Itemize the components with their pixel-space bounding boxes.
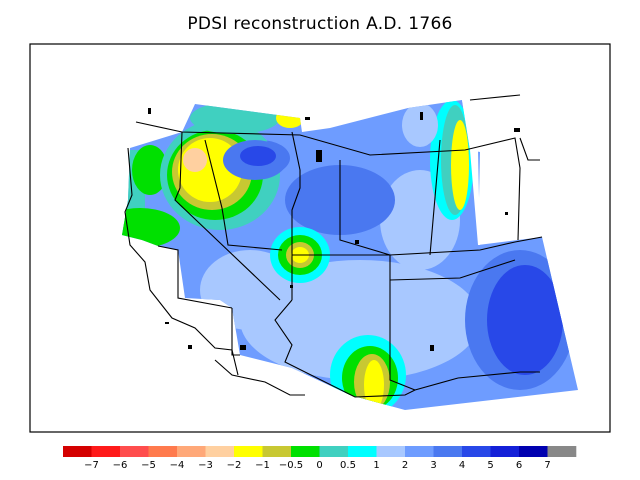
legend-swatch	[462, 446, 491, 457]
legend-label: 6	[516, 460, 522, 471]
legend-swatch	[177, 446, 206, 457]
legend-swatch	[433, 446, 463, 457]
legend-label: −1	[255, 460, 270, 471]
legend-swatch	[348, 446, 377, 457]
legend-labels: −7 −6 −5 −4 −3 −2 −1 −0.5 0 0.5 1 2 3 4 5 6 7	[84, 460, 551, 471]
legend-swatch	[148, 446, 178, 457]
state-boundaries	[124, 94, 543, 398]
legend-label: −3	[198, 460, 213, 471]
legend-swatch	[547, 446, 577, 457]
legend-label: −4	[170, 460, 185, 471]
legend-label: −6	[113, 460, 128, 471]
map-title: PDSI reconstruction A.D. 1766	[187, 14, 453, 34]
legend-label: 7	[544, 460, 550, 471]
legend-swatch	[319, 446, 349, 457]
legend-swatch	[120, 446, 149, 457]
legend-label: −7	[84, 460, 99, 471]
legend-swatch	[490, 446, 520, 457]
legend-swatch	[519, 446, 548, 457]
legend-label: 0.5	[340, 460, 356, 471]
legend-swatch	[291, 446, 320, 457]
legend-swatch	[91, 446, 121, 457]
legend-swatch	[63, 446, 92, 457]
map-frame	[29, 43, 611, 433]
legend-label: 3	[430, 460, 436, 471]
legend-swatch	[205, 446, 235, 457]
legend-label: 5	[487, 460, 493, 471]
legend-label: 4	[459, 460, 465, 471]
legend-label: 2	[402, 460, 408, 471]
legend-swatch	[376, 446, 406, 457]
legend-label: 1	[373, 460, 379, 471]
legend-label: −2	[227, 460, 242, 471]
legend-swatch	[405, 446, 434, 457]
lake-markers	[148, 108, 520, 351]
legend-swatch	[234, 446, 263, 457]
legend-label: −5	[141, 460, 156, 471]
legend-swatches	[63, 446, 577, 457]
legend-label: 0	[316, 460, 322, 471]
legend-swatch	[262, 446, 292, 457]
no-data-north	[462, 100, 480, 245]
legend-label: −0.5	[279, 460, 303, 471]
